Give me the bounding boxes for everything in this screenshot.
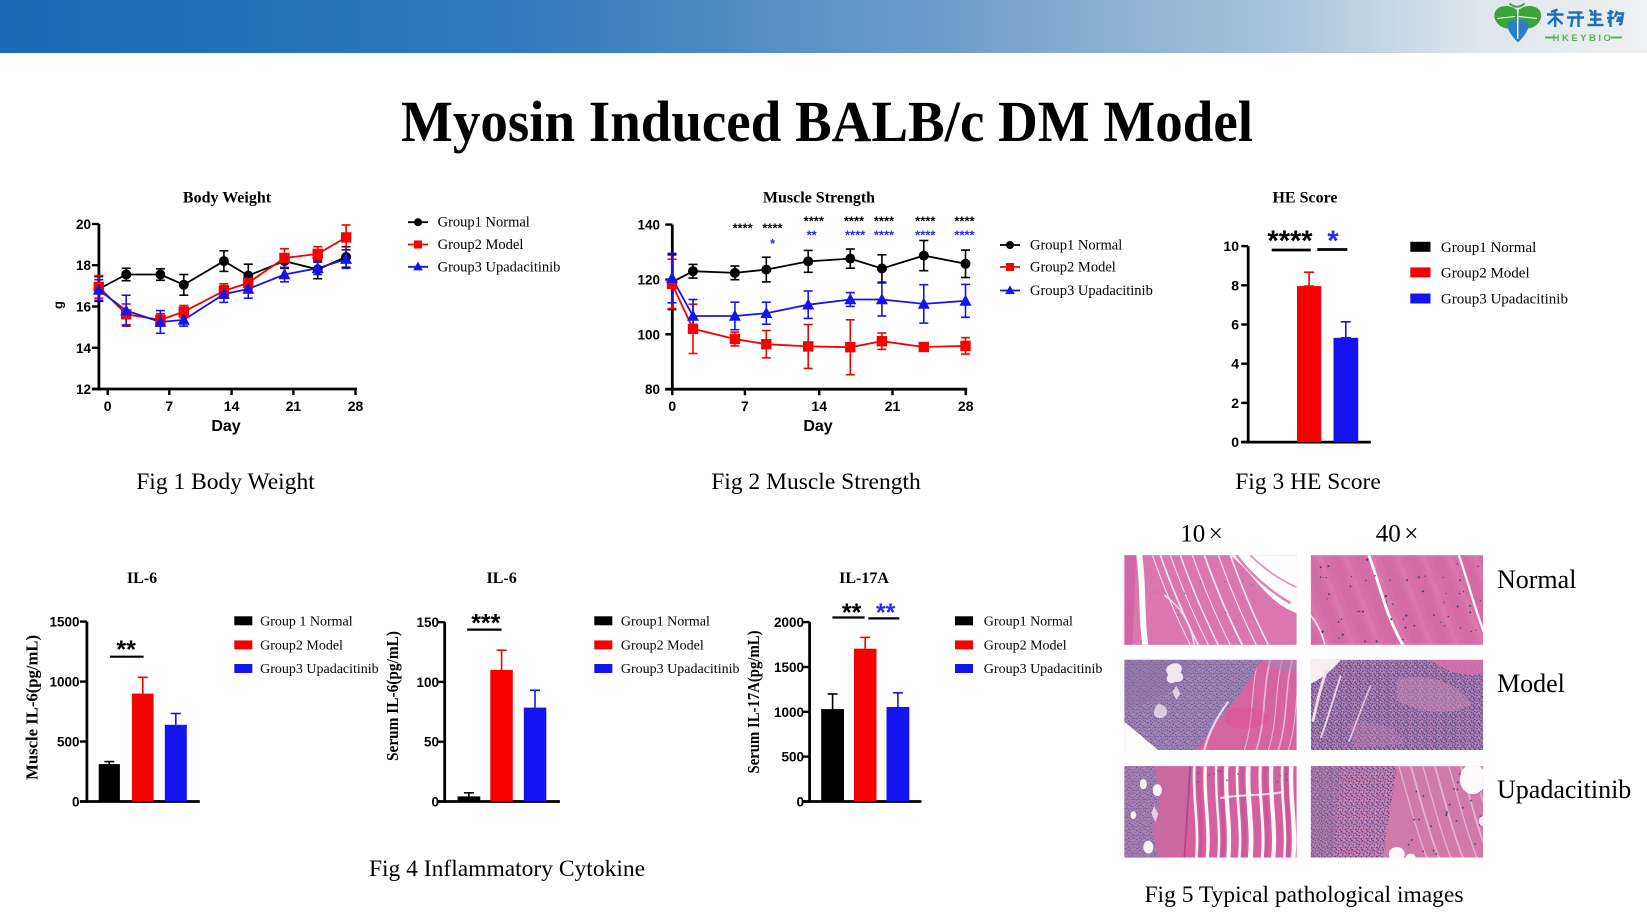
svg-text:50: 50 [424, 735, 439, 750]
svg-text:14: 14 [76, 341, 92, 356]
svg-text:0: 0 [104, 398, 112, 414]
svg-text:Group1 Normal: Group1 Normal [1441, 240, 1536, 256]
svg-text:80: 80 [645, 382, 660, 397]
svg-text:Day: Day [211, 418, 240, 435]
svg-text:****: **** [954, 228, 975, 243]
svg-text:500: 500 [57, 735, 80, 750]
svg-text:28: 28 [348, 398, 364, 414]
svg-text:Serum IL-6(pg/mL): Serum IL-6(pg/mL) [383, 631, 402, 761]
svg-text:100: 100 [637, 327, 660, 342]
svg-text:Fig 2 Muscle Strength: Fig 2 Muscle Strength [711, 469, 921, 495]
svg-text:Fig 3 HE Score: Fig 3 HE Score [1235, 469, 1381, 495]
svg-text:1000: 1000 [774, 705, 804, 720]
svg-text:6: 6 [1231, 317, 1239, 333]
svg-text:Group2 Model: Group2 Model [984, 638, 1067, 653]
svg-text:****: **** [762, 221, 783, 236]
svg-text:Group 1 Normal: Group 1 Normal [260, 614, 353, 629]
svg-text:Fig 1 Body Weight: Fig 1 Body Weight [136, 469, 315, 495]
svg-text:14: 14 [811, 398, 827, 414]
svg-text:20: 20 [76, 217, 91, 232]
svg-text:HE Score: HE Score [1272, 190, 1337, 207]
svg-text:10: 10 [1223, 238, 1239, 254]
svg-text:Group2 Model: Group2 Model [621, 638, 704, 653]
svg-text:****: **** [915, 228, 936, 243]
svg-text:150: 150 [416, 615, 439, 630]
svg-text:Upadacitinib: Upadacitinib [1497, 775, 1631, 804]
svg-text:Day: Day [803, 418, 832, 435]
svg-text:****: **** [915, 213, 936, 228]
svg-text:21: 21 [885, 398, 901, 414]
svg-text:****: **** [1267, 225, 1313, 257]
svg-text:Group2 Model: Group2 Model [260, 638, 343, 653]
svg-text:16: 16 [76, 300, 92, 315]
svg-text:**: ** [876, 599, 896, 627]
svg-text:4: 4 [1231, 356, 1239, 372]
svg-text:**: ** [807, 228, 818, 243]
svg-text:Group1 Normal: Group1 Normal [621, 614, 710, 629]
svg-text:0: 0 [668, 398, 676, 414]
svg-text:****: **** [874, 228, 895, 243]
svg-text:21: 21 [286, 398, 302, 414]
svg-text:Group3 Upadacitinib: Group3 Upadacitinib [1441, 292, 1568, 308]
svg-text:IL-6: IL-6 [486, 570, 516, 587]
svg-text:Group3 Upadacitinib: Group3 Upadacitinib [438, 259, 561, 275]
svg-text:***: *** [471, 610, 500, 638]
svg-text:Muscle Strength: Muscle Strength [763, 190, 875, 207]
svg-text:****: **** [874, 213, 895, 228]
svg-text:7: 7 [741, 398, 749, 414]
svg-text:****: **** [732, 221, 753, 236]
svg-text:1000: 1000 [49, 675, 79, 690]
svg-text:g: g [51, 301, 66, 309]
svg-text:Group3 Upadacitinib: Group3 Upadacitinib [621, 662, 740, 677]
svg-text:1500: 1500 [49, 615, 79, 630]
svg-text:Group2 Model: Group2 Model [1441, 265, 1530, 281]
svg-text:Serum IL-17A(pg/mL): Serum IL-17A(pg/mL) [744, 631, 763, 774]
svg-text:Group3 Upadacitinib: Group3 Upadacitinib [1030, 283, 1153, 299]
svg-text:HKEYBIO: HKEYBIO [1553, 33, 1614, 44]
svg-text:Group2 Model: Group2 Model [1030, 260, 1116, 276]
svg-text:IL-17A: IL-17A [839, 570, 889, 587]
svg-text:Group1 Normal: Group1 Normal [438, 215, 530, 231]
svg-text:7: 7 [165, 398, 173, 414]
svg-text:14: 14 [224, 398, 240, 414]
svg-text:0: 0 [431, 795, 439, 810]
svg-text:Group2 Model: Group2 Model [438, 237, 524, 253]
svg-text:Normal: Normal [1497, 565, 1576, 594]
svg-text:****: **** [954, 213, 975, 228]
svg-text:Myosin Induced BALB/c DM Model: Myosin Induced BALB/c DM Model [401, 89, 1253, 154]
svg-text:10×: 10 × [1180, 521, 1223, 548]
svg-text:Group3 Upadacitinib: Group3 Upadacitinib [260, 662, 379, 677]
svg-text:500: 500 [781, 750, 804, 765]
svg-text:0: 0 [72, 795, 80, 810]
svg-text:Group3 Upadacitinib: Group3 Upadacitinib [984, 662, 1103, 677]
svg-text:140: 140 [637, 218, 660, 233]
svg-text:1500: 1500 [774, 660, 804, 675]
svg-text:12: 12 [76, 382, 91, 397]
svg-text:Muscle IL-6(pg/mL): Muscle IL-6(pg/mL) [23, 635, 42, 780]
svg-text:100: 100 [416, 675, 439, 690]
svg-text:8: 8 [1231, 277, 1239, 293]
svg-text:28: 28 [958, 398, 974, 414]
svg-text:18: 18 [76, 258, 92, 273]
svg-text:****: **** [845, 228, 866, 243]
svg-text:**: ** [116, 636, 136, 664]
svg-text:Group1 Normal: Group1 Normal [1030, 238, 1122, 254]
svg-text:40×: 40 × [1376, 521, 1419, 548]
svg-text:0: 0 [796, 795, 804, 810]
svg-text:****: **** [844, 213, 865, 228]
svg-text:Fig 4 Inflammatory Cytokine: Fig 4 Inflammatory Cytokine [369, 856, 645, 882]
svg-text:**: ** [842, 599, 862, 627]
svg-text:****: **** [804, 213, 825, 228]
svg-text:*: * [1327, 225, 1339, 257]
svg-text:Fig 5 Typical pathological ima: Fig 5 Typical pathological images [1144, 882, 1463, 908]
svg-text:Model: Model [1497, 669, 1565, 698]
svg-text:Body Weight: Body Weight [183, 190, 272, 207]
svg-text:2: 2 [1231, 395, 1239, 411]
svg-text:Group1 Normal: Group1 Normal [984, 614, 1073, 629]
svg-text:*: * [770, 236, 776, 251]
svg-text:IL-6: IL-6 [127, 570, 157, 587]
svg-text:2000: 2000 [774, 615, 804, 630]
svg-text:120: 120 [637, 273, 660, 288]
svg-text:0: 0 [1231, 434, 1239, 450]
